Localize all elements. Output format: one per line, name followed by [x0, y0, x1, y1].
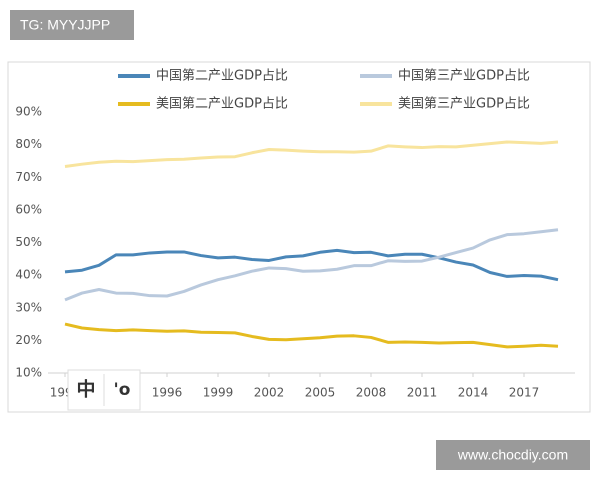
- x-tick-label: 1999: [203, 386, 234, 400]
- x-tick-label: 2005: [305, 386, 336, 400]
- y-tick-label: 30%: [15, 300, 42, 314]
- x-tick-label: 2017: [509, 386, 540, 400]
- series-line: [64, 228, 559, 302]
- ime-mode[interactable]: 中: [76, 378, 95, 401]
- x-tick-label: 2014: [458, 386, 489, 400]
- y-tick-label: 20%: [15, 333, 42, 347]
- legend-label: 美国第三产业GDP占比: [398, 97, 530, 112]
- series-line: [64, 322, 559, 349]
- y-tick-label: 80%: [15, 137, 42, 151]
- ime-toolbar[interactable]: 中 'o: [67, 369, 141, 411]
- x-tick-label: 2002: [254, 386, 285, 400]
- series-line: [64, 248, 559, 282]
- watermark-box: [10, 10, 134, 40]
- y-tick-label: 40%: [15, 268, 42, 282]
- y-tick-label: 50%: [15, 235, 42, 249]
- legend-label: 中国第二产业GDP占比: [156, 69, 288, 84]
- chart-frame: [7, 61, 591, 413]
- ime-punctuation[interactable]: 'o: [114, 380, 131, 400]
- x-tick-label: 2011: [407, 386, 438, 400]
- y-tick-label: 10%: [15, 366, 42, 380]
- x-tick-label: 2008: [356, 386, 387, 400]
- series-line: [64, 140, 559, 168]
- watermark-box: [436, 440, 590, 470]
- legend-label: 美国第二产业GDP占比: [156, 97, 288, 112]
- y-tick-label: 70%: [15, 170, 42, 184]
- watermark-bottom: www.chocdiy.com: [457, 447, 568, 463]
- x-tick-label: 1996: [152, 386, 183, 400]
- y-tick-label: 60%: [15, 202, 42, 216]
- legend-label: 中国第三产业GDP占比: [398, 69, 530, 84]
- y-tick-label: 90%: [15, 105, 42, 119]
- watermark-top: TG: MYYJJPP: [20, 17, 110, 33]
